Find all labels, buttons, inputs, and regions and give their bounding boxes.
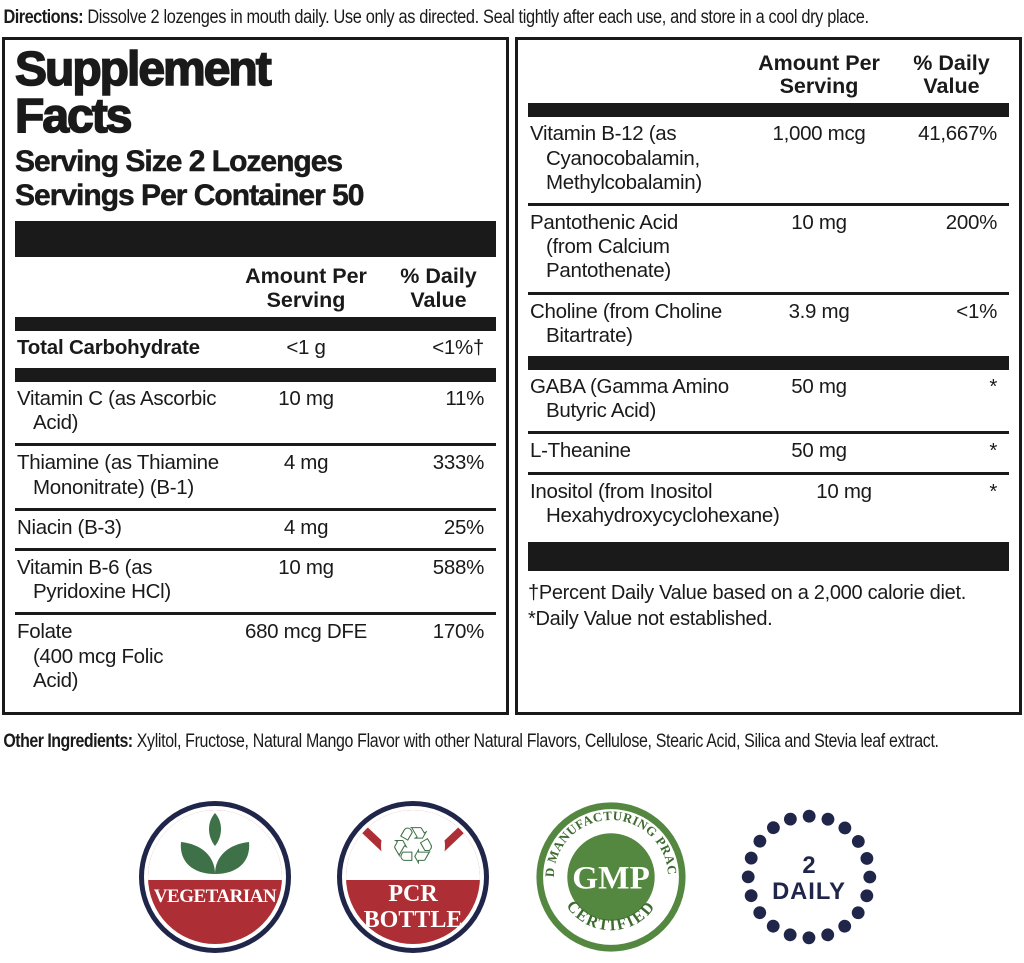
divider-bar bbox=[528, 355, 1009, 370]
nutrient-row-total-carbohydrate: Total Carbohydrate <1 g <1%† bbox=[15, 331, 496, 368]
col-header-dv: % Daily Value bbox=[400, 264, 477, 312]
nutrient-row-thiamine: Thiamine (as Thiamine Mononitrate) (B-1)… bbox=[15, 446, 496, 507]
row-separator bbox=[528, 291, 1009, 295]
directions-line: Directions: Dissolve 2 lozenges in mouth… bbox=[0, 0, 1023, 29]
supplement-facts-title: Supplement Facts bbox=[14, 43, 272, 144]
nutrient-row-folate: Folate (400 mcg Folic Acid) 680 mcg DFE … bbox=[15, 615, 496, 701]
daily-label: DAILY bbox=[772, 878, 846, 905]
other-ingredients-label: Other Ingredients: bbox=[3, 731, 133, 752]
nutrient-amount: 50 mg bbox=[791, 439, 847, 463]
nutrient-row-vitamin-b6: Vitamin B-6 (as Pyridoxine HCl) 10 mg 58… bbox=[15, 551, 496, 612]
col-header-amount: Amount Per Serving bbox=[245, 264, 367, 312]
directions-label: Directions: bbox=[3, 7, 84, 28]
row-separator bbox=[528, 471, 1009, 475]
col-header-dv: % Daily Value bbox=[913, 51, 990, 99]
nutrient-name: Pantothenic Acid (from Calcium Pantothen… bbox=[530, 211, 678, 283]
nutrient-amount: 3.9 mg bbox=[788, 299, 850, 323]
two-daily-badge: 2 DAILY bbox=[741, 809, 877, 945]
vegetarian-badge-label: VEGETARIAN bbox=[153, 886, 277, 908]
nutrient-dv: <1%† bbox=[432, 335, 484, 359]
row-separator bbox=[528, 203, 1009, 206]
row-separator bbox=[15, 548, 496, 551]
nutrient-row-gaba: GABA (Gamma Amino Butyric Acid) 50 mg * bbox=[528, 370, 1009, 431]
nutrient-name: Vitamin B-12 (as Cyanocobalamin, Methylc… bbox=[530, 122, 702, 194]
nutrient-amount: 10 mg bbox=[278, 556, 334, 579]
nutrient-row-vitamin-c: Vitamin C (as Ascorbic Acid) 10 mg 11% bbox=[15, 382, 496, 443]
nutrient-amount: 680 mcg DFE bbox=[244, 620, 368, 644]
nutrient-amount: 10 mg bbox=[816, 479, 872, 503]
nutrient-row-l-theanine: L-Theanine 50 mg * bbox=[528, 434, 1009, 471]
nutrient-amount: 50 mg bbox=[791, 374, 847, 398]
nutrient-name: Vitamin C (as Ascorbic Acid) bbox=[17, 387, 217, 435]
nutrient-amount: 4 mg bbox=[283, 515, 329, 539]
pcr-bottle-badge: ♲ PCR BOTTLE bbox=[337, 801, 489, 953]
nutrient-dv: 25% bbox=[443, 515, 484, 539]
divider-bar bbox=[15, 368, 496, 383]
nutrient-row-vitamin-b12: Vitamin B-12 (as Cyanocobalamin, Methylc… bbox=[528, 117, 1009, 203]
divider-bar-big bbox=[528, 541, 1009, 571]
nutrient-name: Thiamine (as Thiamine Mononitrate) (B-1) bbox=[17, 451, 219, 499]
leaf-icon bbox=[180, 812, 250, 874]
column-headers-left: Amount Per Serving % Daily Value bbox=[15, 261, 496, 316]
other-ingredients-line: Other Ingredients: Xylitol, Fructose, Na… bbox=[0, 715, 1021, 753]
divider-bar bbox=[15, 316, 496, 331]
nutrient-dv: * bbox=[989, 439, 997, 463]
nutrient-amount: <1 g bbox=[286, 335, 326, 359]
divider-bar-thick bbox=[15, 221, 496, 258]
nutrient-name: Inositol (from Inositol Hexahydroxycyclo… bbox=[530, 479, 780, 527]
recycle-icon: ♲ bbox=[349, 813, 477, 878]
serving-info: Serving Size 2 Lozenges Servings Per Con… bbox=[15, 145, 365, 213]
nutrient-dv: 588% bbox=[432, 556, 485, 579]
pcr-bottle-badge-label: PCR BOTTLE bbox=[363, 881, 463, 934]
nutrient-row-pantothenic-acid: Pantothenic Acid (from Calcium Pantothen… bbox=[528, 206, 1009, 292]
nutrient-name: GABA (Gamma Amino Butyric Acid) bbox=[530, 374, 729, 423]
gmp-certified-badge: GOOD MANUFACTURING PRACTICE CERTIFIED GM… bbox=[535, 801, 686, 952]
svg-text:♲: ♲ bbox=[390, 817, 437, 877]
nutrient-name: Choline (from Choline Bitartrate) bbox=[530, 299, 722, 347]
nutrient-row-inositol: Inositol (from Inositol Hexahydroxycyclo… bbox=[528, 475, 1009, 536]
nutrient-row-niacin: Niacin (B-3) 4 mg 25% bbox=[15, 511, 496, 548]
row-separator bbox=[15, 507, 496, 511]
row-separator bbox=[15, 612, 496, 616]
nutrient-dv: * bbox=[989, 479, 997, 503]
row-separator bbox=[15, 443, 496, 447]
nutrient-row-choline: Choline (from Choline Bitartrate) 3.9 mg… bbox=[528, 295, 1009, 356]
certification-badges: VEGETARIAN ♲ PCR BOTTLE GOOD MANUFACTURI… bbox=[0, 801, 1024, 953]
nutrient-dv: 170% bbox=[432, 620, 485, 644]
daily-value-footnote: †Percent Daily Value based on a 2,000 ca… bbox=[528, 581, 966, 630]
nutrient-dv: 41,667% bbox=[918, 122, 997, 146]
dotted-circle-icon bbox=[741, 809, 877, 945]
nutrient-dv: * bbox=[989, 374, 997, 398]
nutrient-amount: 1,000 mcg bbox=[772, 122, 866, 146]
nutrient-dv: 200% bbox=[945, 211, 998, 234]
nutrient-dv: <1% bbox=[956, 299, 997, 323]
supplement-facts-panel-right: Amount Per Serving % Daily Value Vitamin… bbox=[515, 37, 1022, 715]
vegetarian-badge: VEGETARIAN bbox=[139, 801, 291, 953]
directions-text: Dissolve 2 lozenges in mouth daily. Use … bbox=[87, 7, 869, 28]
column-headers-right: Amount Per Serving % Daily Value bbox=[528, 48, 1009, 103]
nutrient-name: Total Carbohydrate bbox=[17, 335, 200, 359]
nutrient-name: Niacin (B-3) bbox=[17, 515, 122, 539]
nutrient-amount: 10 mg bbox=[278, 387, 334, 411]
gmp-center-text: GMP bbox=[572, 859, 650, 896]
supplement-facts-panels: Supplement Facts Serving Size 2 Lozenges… bbox=[2, 37, 1022, 715]
nutrient-name: L-Theanine bbox=[530, 439, 631, 463]
daily-count: 2 bbox=[802, 852, 815, 879]
nutrient-name: Folate (400 mcg Folic Acid) bbox=[17, 620, 164, 692]
nutrient-name: Vitamin B-6 (as Pyridoxine HCl) bbox=[17, 556, 171, 604]
nutrient-dv: 333% bbox=[432, 451, 485, 475]
nutrient-amount: 10 mg bbox=[791, 211, 847, 234]
row-separator bbox=[528, 431, 1009, 435]
nutrient-amount: 4 mg bbox=[283, 451, 329, 475]
other-ingredients-text: Xylitol, Fructose, Natural Mango Flavor … bbox=[136, 731, 939, 752]
supplement-facts-panel-left: Supplement Facts Serving Size 2 Lozenges… bbox=[2, 37, 509, 715]
divider-bar bbox=[528, 103, 1009, 118]
nutrient-dv: 11% bbox=[445, 387, 484, 411]
col-header-amount: Amount Per Serving bbox=[758, 51, 880, 99]
